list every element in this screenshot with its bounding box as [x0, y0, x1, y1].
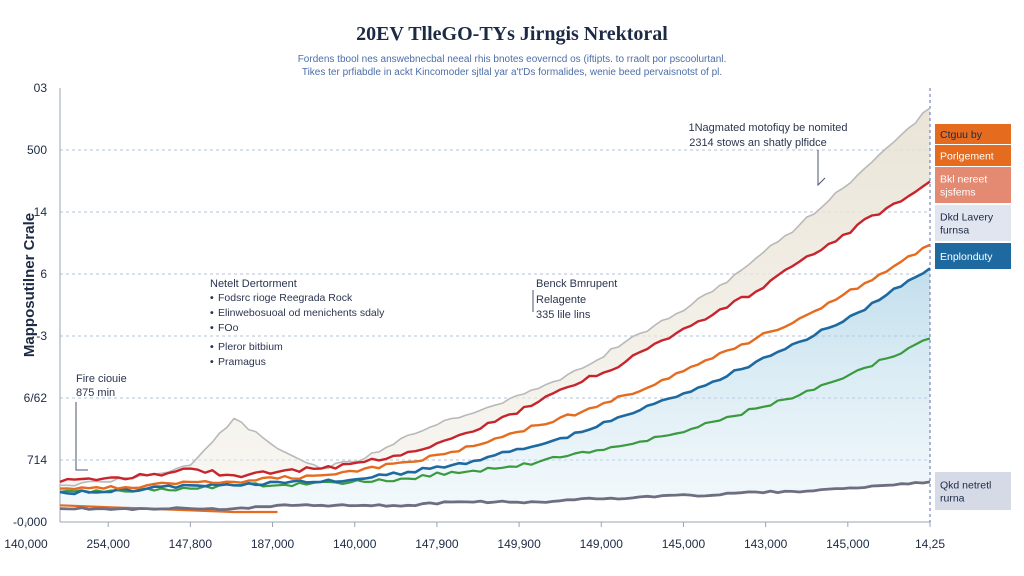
- side-label-2-line-1: sjsfems: [940, 187, 976, 199]
- side-label-4-line-0: Enplonduty: [940, 251, 993, 263]
- side-label-5-line-0: Qkd netretl: [940, 480, 991, 492]
- side-label-box-1: [935, 145, 1011, 166]
- side-label-0-line-0: Ctguu by: [940, 129, 983, 141]
- legend: Netelt Dertorment • Fodsrc rioge Reegrada…: [210, 278, 385, 368]
- legend-marker-1: •: [210, 307, 214, 319]
- series-line-gray-series: [59, 480, 931, 512]
- legend-item-3: Pleror bitbium: [218, 341, 283, 353]
- y-tick-1: 500: [27, 143, 47, 157]
- chart-subtitle-line-2: Tikes ter prfiabdle in ackt Kincomoder s…: [302, 67, 722, 78]
- y-tick-6: 714: [27, 453, 47, 467]
- x-tick-labels: 140,000 254,000 147,800 187,000 140,000 147,9…: [4, 522, 945, 551]
- y-axis-label: Mapposutilner Crale: [21, 213, 38, 357]
- x-tick-7: 149,000: [580, 537, 624, 551]
- x-tick-4: 140,000: [333, 537, 377, 551]
- side-label-box-2: [935, 167, 1011, 203]
- area-fills: [60, 108, 930, 510]
- x-tick-2: 147,800: [169, 537, 213, 551]
- series-line-blue-series: [59, 267, 931, 496]
- side-label-2-line-0: Bkl nereet: [940, 174, 987, 186]
- x-tick-6: 149,900: [497, 537, 541, 551]
- annotation-top-line-1: 1Nagmated motofiqy be nomited: [689, 122, 848, 134]
- series-line-red-series: [59, 180, 931, 484]
- annotation-left: Fire ciouie 875 min: [75, 373, 127, 471]
- axes: [59, 88, 931, 523]
- x-tick-0: 140,000: [4, 537, 48, 551]
- side-label-1-line-0: Porlgement: [940, 151, 994, 163]
- annotation-middle-line-3: 335 lile lins: [536, 309, 591, 321]
- legend-marker-4: •: [210, 356, 214, 368]
- legend-marker-3: •: [210, 341, 214, 353]
- side-label-box-3: [935, 205, 1011, 241]
- x-tick-8: 145,000: [662, 537, 706, 551]
- x-tick-1: 254,000: [86, 537, 130, 551]
- legend-item-2: FOo: [218, 322, 239, 334]
- blue-area-fill: [60, 268, 930, 510]
- annotation-left-line-2: 875 min: [76, 387, 115, 399]
- x-tick-5: 147,900: [415, 537, 459, 551]
- chart-subtitle-line-1: Fordens tbool nes answebnecbal neeal rhi…: [298, 54, 727, 65]
- y-tick-3: 6: [40, 267, 47, 281]
- side-label-box-0: [935, 124, 1011, 144]
- side-label-box-4: [935, 243, 1011, 269]
- series-lines: [59, 107, 931, 514]
- x-tick-3: 187,000: [251, 537, 295, 551]
- legend-marker-2: •: [210, 322, 214, 334]
- side-label-5-line-1: rurna: [940, 493, 965, 505]
- y-tick-7: -0,000: [13, 515, 47, 529]
- annotation-top-line-2: 2314 stows an shatly plfidce: [689, 137, 827, 149]
- side-label-3-line-0: Dkd Lavery: [940, 212, 994, 224]
- x-tick-9: 143,000: [744, 537, 788, 551]
- annotation-middle-line-1: Benck Bmrupent: [536, 278, 617, 290]
- side-label-box-5: [935, 472, 1011, 510]
- annotation-middle-line-2: Relagente: [536, 294, 586, 306]
- legend-marker-0: •: [210, 292, 214, 304]
- y-tick-0: 03: [34, 81, 48, 95]
- y-tick-4: -3: [36, 329, 47, 343]
- annotation-left-line-1: Fire ciouie: [76, 373, 127, 385]
- annotation-left-leader: [75, 402, 88, 471]
- y-tick-2: 14: [34, 205, 48, 219]
- legend-item-4: Pramagus: [218, 356, 266, 368]
- series-line-orange-baseline: [59, 504, 278, 514]
- legend-title: Netelt Dertorment: [210, 278, 297, 290]
- y-tick-5: 6/62: [24, 391, 48, 405]
- legend-item-1: Elinwebosuoal od menichents sdaly: [218, 307, 385, 319]
- gray-band-fill: [60, 108, 930, 486]
- annotation-top-leader: [817, 150, 826, 187]
- side-label-3-line-1: furnsa: [940, 225, 969, 237]
- annotation-top-right: 1Nagmated motofiqy be nomited 2314 stows…: [689, 122, 848, 187]
- legend-item-0: Fodsrc rioge Reegrada Rock: [218, 292, 353, 304]
- x-tick-11: 14,25: [915, 537, 945, 551]
- y-tick-labels: 03 500 14 6 -3 6/62 714 -0,000: [13, 81, 47, 529]
- annotation-middle: Benck Bmrupent Relagente 335 lile lins: [532, 278, 617, 321]
- x-tick-10: 145,000: [826, 537, 870, 551]
- chart-title: 20EV TlleGO-TYs Jirngis Nrektoral: [356, 23, 668, 45]
- series-line-upper-band: [60, 107, 931, 487]
- series-line-orange-series: [59, 243, 931, 491]
